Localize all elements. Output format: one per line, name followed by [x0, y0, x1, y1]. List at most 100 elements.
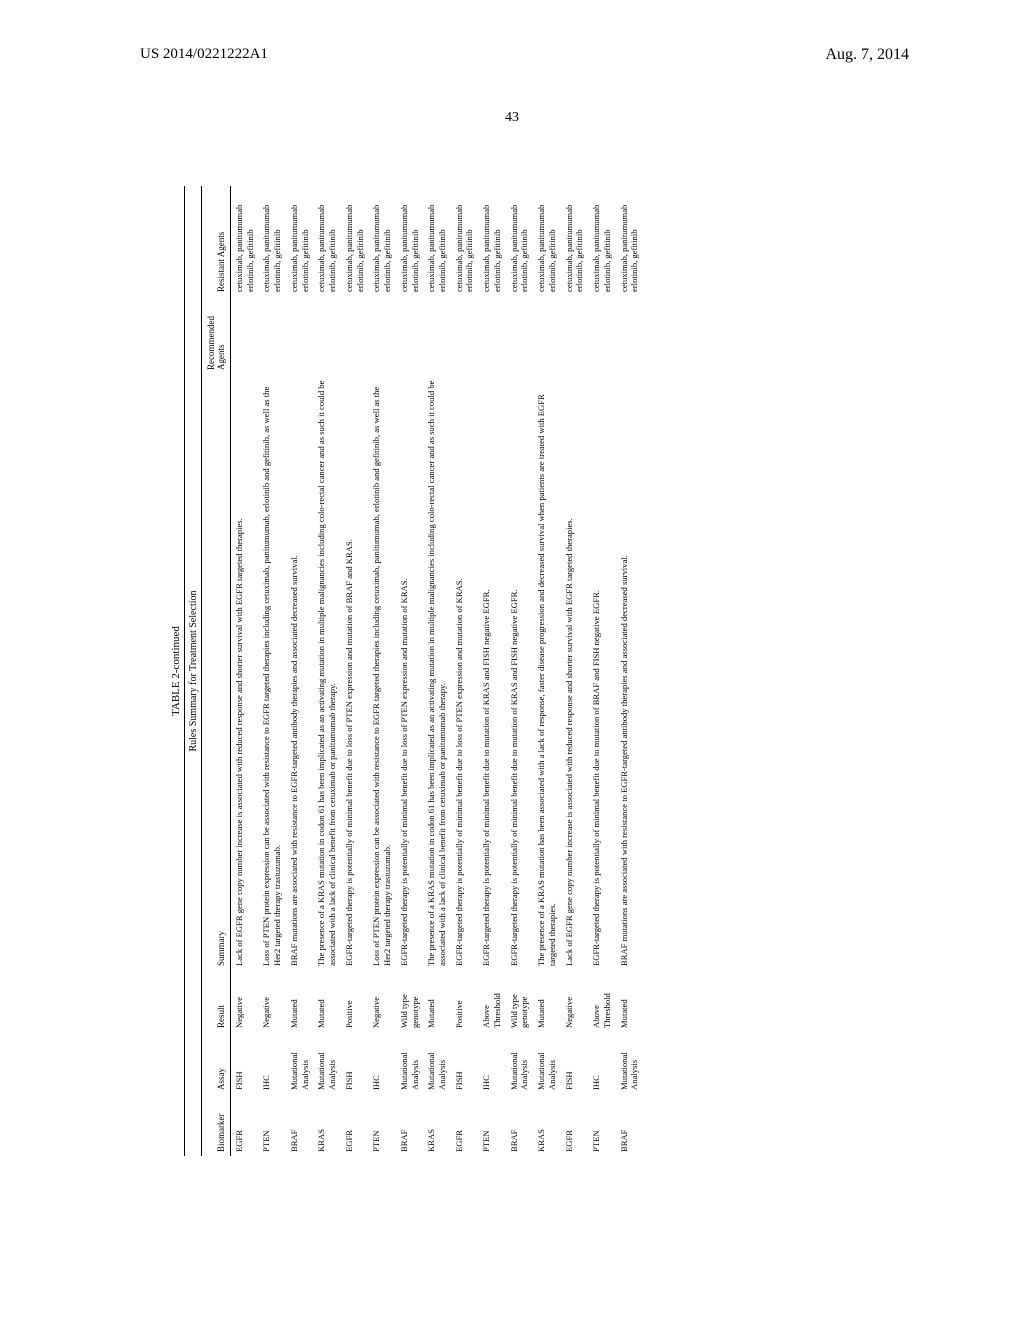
cell-assay: Mutational Analysis [506, 1032, 533, 1094]
cell-biomarker: PTEN [478, 1094, 505, 1156]
cell-result: Negative [368, 970, 395, 1032]
table-row: KRASMutational AnalysisMutatedThe presen… [533, 186, 560, 1156]
col-recommended: Recommended Agents [202, 296, 231, 374]
cell-resistant: cetuximab, panitumumab erlotinib, gefiti… [451, 186, 478, 296]
table-row: PTENIHCNegativeLoss of PTEN protein expr… [368, 186, 395, 1156]
col-result: Result [202, 970, 231, 1032]
cell-resistant: cetuximab, panitumumab erlotinib, gefiti… [561, 186, 588, 296]
cell-resistant: cetuximab, panitumumab erlotinib, gefiti… [258, 186, 285, 296]
cell-resistant: cetuximab, panitumumab erlotinib, gefiti… [368, 186, 395, 296]
cell-result: Above Threshold [478, 970, 505, 1032]
page-number: 43 [0, 110, 1024, 126]
cell-biomarker: KRAS [313, 1094, 340, 1156]
cell-result: Mutated [423, 970, 450, 1032]
cell-result: Negative [561, 970, 588, 1032]
table-row: BRAFMutational AnalysisMutatedBRAF mutat… [286, 186, 313, 1156]
cell-biomarker: PTEN [588, 1094, 615, 1156]
cell-resistant: cetuximab, panitumumab erlotinib, gefiti… [616, 186, 643, 296]
cell-result: Negative [231, 970, 259, 1032]
table-row: BRAFMutational AnalysisWild type genotyp… [396, 186, 423, 1156]
cell-assay: Mutational Analysis [313, 1032, 340, 1094]
cell-summary: EGFR-targeted therapy is potentially of … [478, 374, 505, 970]
cell-assay: Mutational Analysis [533, 1032, 560, 1094]
cell-result: Mutated [616, 970, 643, 1032]
table-row: EGFRFISHNegativeLack of EGFR gene copy n… [231, 186, 259, 1156]
cell-summary: EGFR-targeted therapy is potentially of … [588, 374, 615, 970]
cell-recommended [616, 296, 643, 374]
cell-result: Wild type genotype [506, 970, 533, 1032]
cell-result: Mutated [533, 970, 560, 1032]
cell-recommended [286, 296, 313, 374]
cell-biomarker: EGFR [231, 1094, 259, 1156]
cell-assay: FISH [561, 1032, 588, 1094]
col-assay: Assay [202, 1032, 231, 1094]
cell-summary: EGFR-targeted therapy is potentially of … [451, 374, 478, 970]
cell-biomarker: PTEN [368, 1094, 395, 1156]
cell-recommended [533, 296, 560, 374]
cell-summary: EGFR-targeted therapy is potentially of … [396, 374, 423, 970]
table-row: EGFRFISHPositiveEGFR-targeted therapy is… [341, 186, 368, 1156]
cell-result: Above Threshold [588, 970, 615, 1032]
table-row: BRAFMutational AnalysisMutatedBRAF mutat… [616, 186, 643, 1156]
cell-resistant: cetuximab, panitumumab erlotinib, gefiti… [341, 186, 368, 296]
table-row: BRAFMutational AnalysisWild type genotyp… [506, 186, 533, 1156]
cell-resistant: cetuximab, panitumumab erlotinib, gefiti… [423, 186, 450, 296]
cell-result: Mutated [286, 970, 313, 1032]
cell-recommended [313, 296, 340, 374]
cell-recommended [396, 296, 423, 374]
cell-summary: The presence of a KRAS mutation in codon… [423, 374, 450, 970]
cell-biomarker: KRAS [533, 1094, 560, 1156]
cell-summary: EGFR-targeted therapy is potentially of … [506, 374, 533, 970]
cell-recommended [561, 296, 588, 374]
cell-recommended [451, 296, 478, 374]
table-row: PTENIHCNegativeLoss of PTEN protein expr… [258, 186, 285, 1156]
cell-resistant: cetuximab, panitumumab erlotinib, gefiti… [286, 186, 313, 296]
cell-result: Mutated [313, 970, 340, 1032]
table-title: TABLE 2-continued [170, 186, 182, 1156]
cell-resistant: cetuximab, panitumumab erlotinib, gefiti… [478, 186, 505, 296]
cell-biomarker: EGFR [451, 1094, 478, 1156]
cell-biomarker: EGFR [561, 1094, 588, 1156]
cell-resistant: cetuximab, panitumumab erlotinib, gefiti… [313, 186, 340, 296]
cell-biomarker: BRAF [506, 1094, 533, 1156]
cell-summary: Loss of PTEN protein expression can be a… [368, 374, 395, 970]
rules-summary-table: Biomarker Assay Result Summary Recommend… [202, 186, 643, 1156]
cell-summary: Loss of PTEN protein expression can be a… [258, 374, 285, 970]
cell-summary: BRAF mutations are associated with resis… [286, 374, 313, 970]
cell-assay: Mutational Analysis [396, 1032, 423, 1094]
col-summary: Summary [202, 374, 231, 970]
cell-summary: The presence of a KRAS mutation has been… [533, 374, 560, 970]
cell-resistant: cetuximab, panitumumab erlotinib, gefiti… [533, 186, 560, 296]
cell-resistant: cetuximab, panitumumab erlotinib, gefiti… [506, 186, 533, 296]
cell-result: Negative [258, 970, 285, 1032]
cell-resistant: cetuximab, panitumumab erlotinib, gefiti… [588, 186, 615, 296]
table-row: KRASMutational AnalysisMutatedThe presen… [313, 186, 340, 1156]
table-header-row: Biomarker Assay Result Summary Recommend… [202, 186, 231, 1156]
cell-recommended [423, 296, 450, 374]
cell-assay: IHC [588, 1032, 615, 1094]
cell-result: Positive [341, 970, 368, 1032]
cell-result: Wild type genotype [396, 970, 423, 1032]
cell-assay: Mutational Analysis [423, 1032, 450, 1094]
cell-summary: EGFR-targeted therapy is potentially of … [341, 374, 368, 970]
table-subtitle: Rules Summary for Treatment Selection [184, 186, 202, 1156]
cell-assay: FISH [341, 1032, 368, 1094]
cell-assay: Mutational Analysis [616, 1032, 643, 1094]
doc-number: US 2014/0221222A1 [140, 46, 268, 63]
col-biomarker: Biomarker [202, 1094, 231, 1156]
cell-recommended [231, 296, 259, 374]
col-resistant: Resistant Agents [202, 186, 231, 296]
cell-assay: Mutational Analysis [286, 1032, 313, 1094]
cell-recommended [588, 296, 615, 374]
cell-recommended [258, 296, 285, 374]
cell-result: Positive [451, 970, 478, 1032]
cell-recommended [368, 296, 395, 374]
table-row: PTENIHCAbove ThresholdEGFR-targeted ther… [588, 186, 615, 1156]
cell-biomarker: PTEN [258, 1094, 285, 1156]
cell-summary: Lack of EGFR gene copy number increase i… [561, 374, 588, 970]
cell-assay: FISH [451, 1032, 478, 1094]
cell-resistant: cetuximab, panitumumab erlotinib, gefiti… [396, 186, 423, 296]
cell-biomarker: BRAF [396, 1094, 423, 1156]
cell-assay: IHC [368, 1032, 395, 1094]
table-row: EGFRFISHNegativeLack of EGFR gene copy n… [561, 186, 588, 1156]
